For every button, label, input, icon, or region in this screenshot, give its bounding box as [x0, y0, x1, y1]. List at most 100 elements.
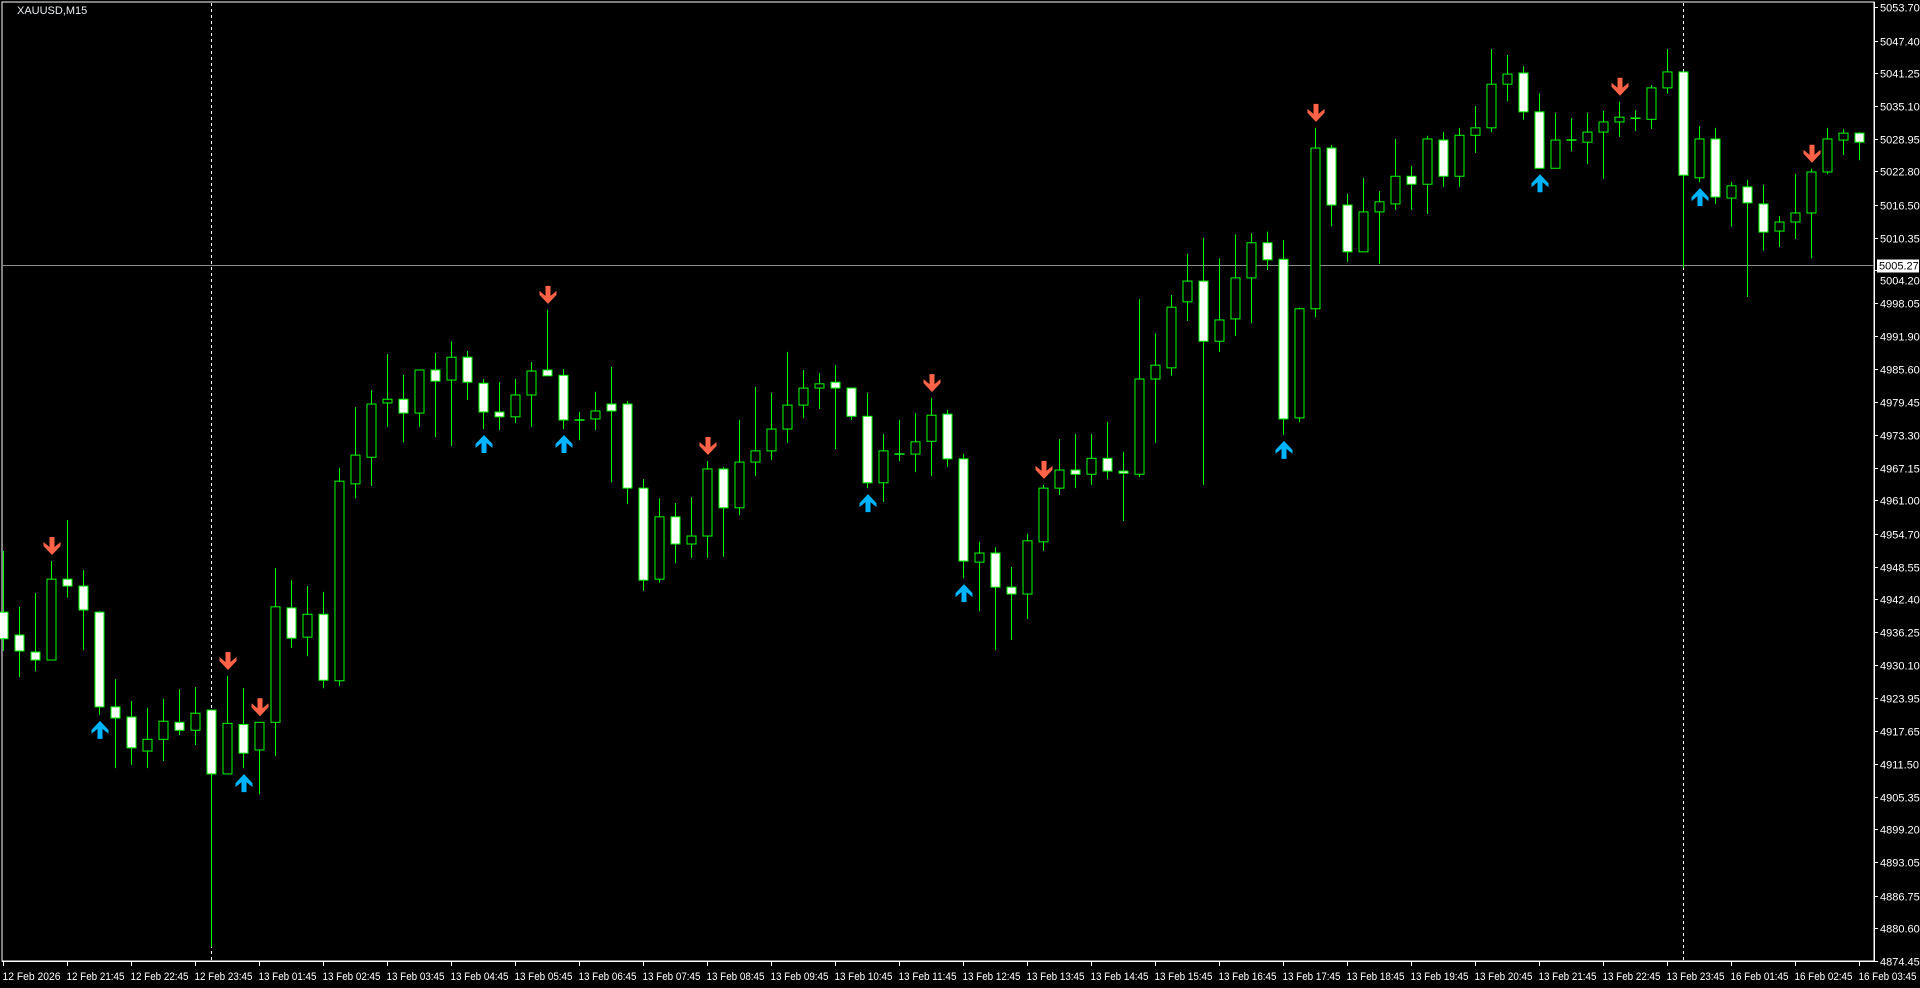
candle-bear: [398, 398, 409, 414]
candle-bull: [1662, 71, 1673, 89]
price-tick-label: 4961.00: [1880, 496, 1920, 508]
price-tick-label: 5035.10: [1880, 102, 1920, 114]
price-tick-label: 4954.70: [1880, 530, 1920, 542]
candle-bear: [830, 381, 841, 389]
candle-bear: [1278, 258, 1289, 420]
price-tick-label: 5004.20: [1880, 276, 1920, 288]
candle-bear: [622, 403, 633, 489]
sell-arrow-icon: [1035, 460, 1053, 479]
buy-arrow-icon: [235, 774, 253, 793]
time-axis[interactable]: 12 Feb 2026 12 Feb 21:45 12 Feb 22:45 12 Fe…: [2, 961, 1917, 983]
price-tick-label: 4923.95: [1880, 694, 1920, 706]
candle-bull: [782, 404, 793, 430]
time-tick-label: 13 Feb 10:45: [835, 971, 893, 983]
candle-bull: [1646, 87, 1657, 120]
price-tick-label: 5047.40: [1880, 37, 1920, 49]
price-tick-label: 4948.55: [1880, 563, 1920, 575]
candle-bear: [462, 356, 473, 383]
candle-bull: [1454, 134, 1465, 177]
candle-bear: [862, 415, 873, 484]
candle-bull: [1150, 364, 1161, 380]
buy-arrow-icon: [859, 494, 877, 513]
price-tick-label: 4985.60: [1880, 365, 1920, 377]
candle-bull: [510, 394, 521, 418]
time-tick-label: 16 Feb 01:45: [1731, 971, 1789, 983]
time-tick-label: 13 Feb 06:45: [579, 971, 637, 983]
time-tick-label: 12 Feb 2026: [3, 971, 61, 983]
price-tick-label: 4893.05: [1880, 858, 1920, 870]
candle-bull: [1246, 242, 1257, 279]
price-tick-label: 4880.60: [1880, 924, 1920, 936]
candle-bull: [878, 450, 889, 484]
price-tick-label: 5053.70: [1880, 3, 1920, 15]
candle-bear: [1102, 457, 1113, 472]
price-tick-label: 5028.95: [1880, 135, 1920, 147]
candle-bear: [30, 651, 41, 661]
time-tick-label: 13 Feb 01:45: [259, 971, 317, 983]
candle-bear: [1342, 204, 1353, 253]
candle-bull: [1774, 221, 1785, 232]
candle-bull: [1230, 277, 1241, 320]
time-tick-label: 13 Feb 19:45: [1411, 971, 1469, 983]
candle-bear: [958, 458, 969, 562]
candle-bull: [702, 468, 713, 537]
price-tick-label: 4886.75: [1880, 892, 1920, 904]
candle-bull: [654, 516, 665, 580]
sell-arrow-icon: [923, 374, 941, 393]
candle-bull: [910, 441, 921, 455]
candles: [0, 49, 1865, 947]
candle-bear: [1198, 280, 1209, 342]
candle-bull: [1374, 201, 1385, 213]
price-tick-label: 4998.05: [1880, 299, 1920, 311]
time-tick-label: 13 Feb 07:45: [643, 971, 701, 983]
candle-bear: [318, 613, 329, 681]
candle-bear: [1326, 147, 1337, 206]
candle-bull: [1486, 83, 1497, 129]
candle-bull: [446, 356, 457, 381]
candle-bear: [542, 369, 553, 377]
time-tick-label: 13 Feb 13:45: [1027, 971, 1085, 983]
candle-bear: [286, 607, 297, 639]
time-tick-label: 13 Feb 15:45: [1155, 971, 1213, 983]
sell-arrow-icon: [1803, 144, 1821, 163]
candle-bear: [718, 468, 729, 509]
buy-arrow-icon: [1275, 440, 1293, 459]
candle-bull: [414, 369, 425, 414]
candle-bear: [1518, 72, 1529, 113]
time-tick-label: 13 Feb 02:45: [323, 971, 381, 983]
candle-bull: [1582, 131, 1593, 143]
candle-bull: [222, 722, 233, 775]
candle-bear: [94, 611, 105, 708]
candle-bull: [270, 606, 281, 723]
candle-bear: [126, 716, 137, 749]
candle-bull: [1726, 185, 1737, 199]
time-tick-label: 13 Feb 03:45: [387, 971, 445, 983]
candle-bear: [606, 403, 617, 412]
candle-bull: [1598, 121, 1609, 133]
time-tick-label: 13 Feb 04:45: [451, 971, 509, 983]
time-tick-label: 12 Feb 22:45: [131, 971, 189, 983]
price-tick-label: 4911.50: [1880, 760, 1919, 772]
candle-bear: [558, 374, 569, 421]
candle-bear: [478, 382, 489, 413]
candle-bull: [142, 738, 153, 752]
candle-bear: [430, 369, 441, 382]
candle-bull: [1470, 127, 1481, 136]
price-tick-label: 4917.65: [1880, 727, 1920, 739]
price-tick-label: 4874.45: [1880, 957, 1920, 969]
candle-bull: [1614, 116, 1625, 123]
candle-bull: [1390, 175, 1401, 205]
candle-bull: [1182, 280, 1193, 303]
price-axis[interactable]: 5053.70 5047.40 5041.25 5035.10 5028.95 5022.…: [1874, 2, 1920, 969]
candle-bull: [750, 450, 761, 463]
candle-bull: [1806, 171, 1817, 214]
candle-bear: [942, 413, 953, 460]
sell-arrow-icon: [539, 285, 557, 304]
price-tick-label: 5022.80: [1880, 167, 1920, 179]
candle-bear: [990, 552, 1001, 588]
sell-arrow-icon: [699, 436, 717, 455]
candle-bull: [1822, 138, 1833, 173]
sell-arrow-icon: [1611, 77, 1629, 96]
candle-bear: [494, 411, 505, 418]
